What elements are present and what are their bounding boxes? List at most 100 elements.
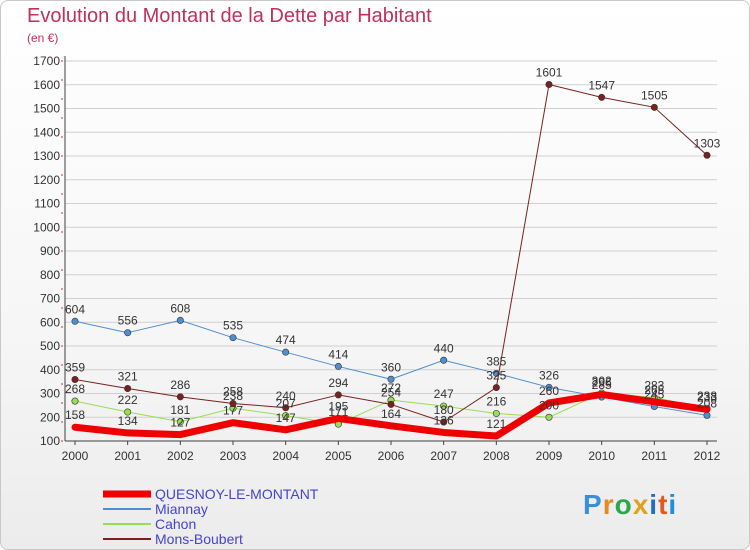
y-tick-label: 1500 — [33, 102, 60, 116]
data-point — [440, 418, 448, 426]
data-label: 283 — [644, 379, 664, 393]
data-point — [387, 400, 395, 408]
logo-letter: o — [614, 489, 633, 520]
data-label: 440 — [434, 341, 454, 355]
data-point — [71, 317, 79, 325]
x-tick-label: 2005 — [325, 449, 352, 463]
data-point — [124, 329, 132, 337]
data-label: 360 — [381, 360, 401, 374]
data-label: 285 — [592, 378, 612, 392]
data-label: 238 — [223, 389, 243, 403]
data-label: 302 — [592, 374, 612, 388]
data-label: 535 — [223, 319, 243, 333]
data-point — [176, 393, 184, 401]
data-label: 222 — [118, 393, 138, 407]
data-label: 286 — [170, 378, 190, 392]
data-label: 608 — [170, 301, 190, 315]
data-label: 1547 — [588, 78, 615, 92]
logo-letter: r — [602, 489, 615, 520]
data-point — [282, 404, 290, 412]
y-tick-label: 1100 — [34, 197, 60, 211]
data-label: 121 — [486, 417, 506, 431]
legend-label: Miannay — [155, 501, 208, 517]
x-tick-label: 2007 — [430, 449, 457, 463]
data-point — [387, 375, 395, 383]
data-label: 1505 — [641, 88, 668, 102]
y-tick-label: 900 — [40, 244, 60, 258]
data-point — [492, 409, 500, 417]
data-label: 136 — [434, 413, 454, 427]
logo-letter: i — [668, 489, 678, 520]
data-label: 208 — [697, 396, 717, 410]
data-point — [703, 411, 711, 419]
x-tick-label: 2010 — [588, 449, 615, 463]
data-label: 1601 — [536, 66, 563, 80]
data-point — [334, 391, 342, 399]
data-label: 359 — [65, 360, 85, 374]
data-label: 147 — [276, 411, 296, 425]
data-label: 325 — [486, 369, 506, 383]
logo-letter: P — [583, 489, 603, 520]
proxiti-logo: Proxiti — [583, 489, 677, 521]
data-point — [229, 334, 237, 342]
data-point — [334, 362, 342, 370]
x-tick-label: 2003 — [220, 449, 247, 463]
data-label: 127 — [170, 416, 190, 430]
data-label: 134 — [118, 414, 138, 428]
data-point — [440, 356, 448, 364]
data-label: 254 — [381, 385, 401, 399]
data-point — [650, 103, 658, 111]
x-tick-label: 2008 — [483, 449, 510, 463]
data-label: 238 — [697, 389, 717, 403]
x-tick-label: 2009 — [536, 449, 563, 463]
data-point — [176, 418, 184, 426]
y-tick-label: 1700 — [33, 54, 60, 68]
data-label: 474 — [276, 333, 296, 347]
data-point — [545, 383, 553, 391]
y-tick-label: 1400 — [33, 125, 60, 139]
legend-label: QUESNOY-LE-MONTANT — [155, 486, 319, 502]
y-tick-label: 500 — [40, 339, 60, 353]
data-label: 265 — [644, 383, 664, 397]
x-tick-label: 2006 — [378, 449, 405, 463]
data-point — [598, 93, 606, 101]
data-label: 195 — [328, 399, 348, 413]
data-label: 171 — [328, 405, 348, 419]
y-tick-label: 600 — [40, 315, 60, 329]
y-tick-label: 1600 — [33, 78, 60, 92]
data-label: 180 — [434, 403, 454, 417]
unit-label: (en €) — [27, 31, 59, 45]
data-point — [282, 412, 290, 420]
data-label: 326 — [539, 368, 559, 382]
logo-letter: i — [649, 489, 659, 520]
data-point — [71, 375, 79, 383]
data-label: 1303 — [694, 136, 721, 150]
data-point — [124, 385, 132, 393]
x-tick-label: 2002 — [167, 449, 194, 463]
data-label: 385 — [486, 354, 506, 368]
data-label: 260 — [539, 384, 559, 398]
data-point — [229, 399, 237, 407]
data-point — [282, 348, 290, 356]
data-label: 414 — [328, 347, 348, 361]
y-tick-label: 800 — [40, 268, 60, 282]
data-label: 272 — [381, 381, 401, 395]
data-label: 164 — [381, 407, 401, 421]
data-label: 207 — [276, 397, 296, 411]
data-label: 240 — [276, 389, 296, 403]
data-point — [440, 402, 448, 410]
data-point — [703, 151, 711, 159]
data-point — [492, 384, 500, 392]
y-tick-label: 300 — [40, 387, 60, 401]
data-label: 321 — [118, 370, 138, 384]
data-label: 556 — [118, 314, 138, 328]
data-point — [71, 397, 79, 405]
x-tick-label: 2004 — [272, 449, 299, 463]
legend-label: Cahon — [155, 516, 196, 532]
y-tick-label: 200 — [40, 410, 60, 424]
logo-letter: t — [658, 489, 669, 520]
y-tick-label: 1000 — [33, 220, 60, 234]
data-label: 247 — [434, 387, 454, 401]
legend-label: Mons-Boubert — [155, 531, 243, 547]
